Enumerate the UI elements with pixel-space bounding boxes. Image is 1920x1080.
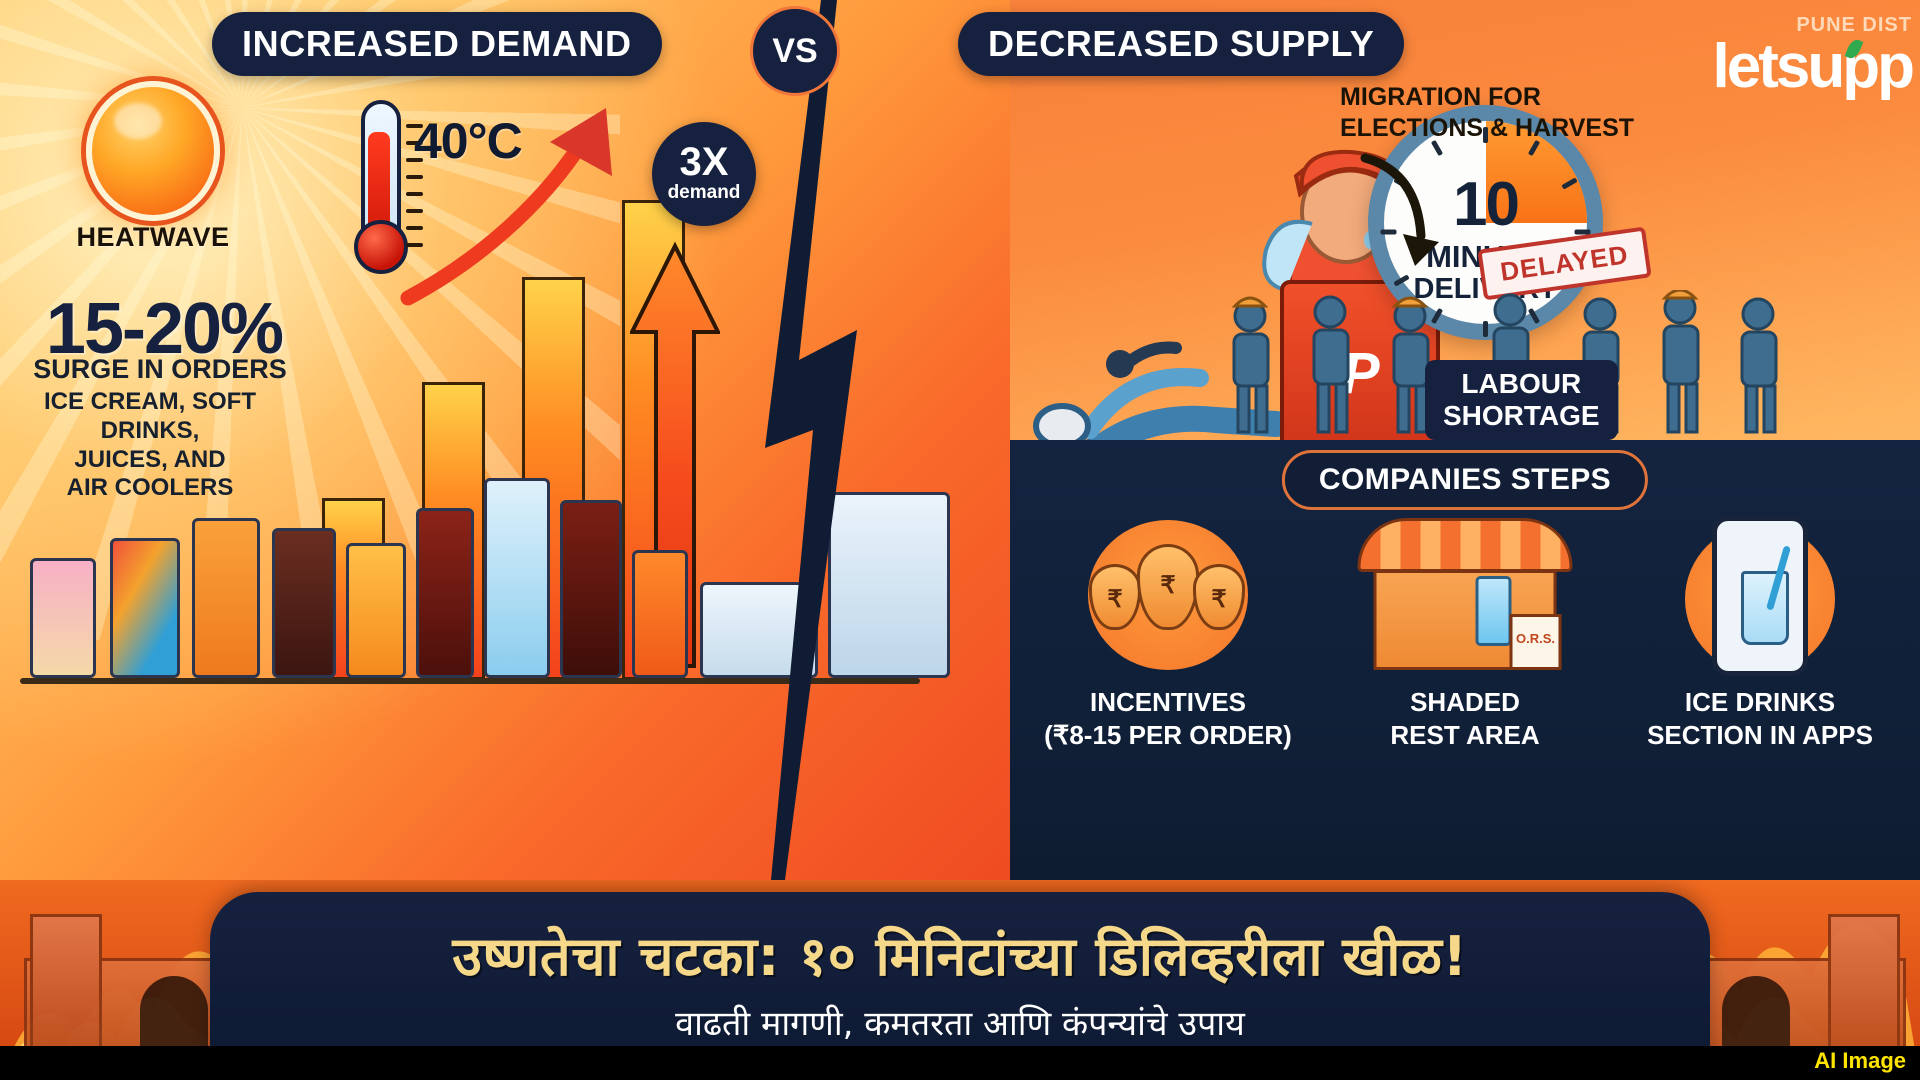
step-icedrinks-line2: SECTION IN APPS <box>1647 719 1873 750</box>
worker <box>1392 299 1430 434</box>
ors-packet-icon: O.R.S. <box>1509 614 1562 670</box>
header-badge-vs: VS <box>750 6 840 96</box>
bottom-black-bar: AI Image <box>0 1046 1920 1080</box>
banner-subline: वाढती मागणी, कमतरता आणि कंपन्यांचे उपाय <box>675 1004 1245 1044</box>
marathi-headline-banner: उष्णतेचा चटका: १० मिनिटांच्या डिलिव्हरील… <box>210 892 1710 1070</box>
ors-label: O.R.S. <box>1515 631 1555 646</box>
thermometer-icon <box>352 100 423 280</box>
header-badge-decreased-supply: DECREASED SUPPLY <box>958 12 1405 76</box>
bottom-banner-section: उष्णतेचा चटका: १० मिनिटांच्या डिलिव्हरील… <box>0 880 1920 1080</box>
brand-tagline: PUNE DIST <box>1796 14 1912 36</box>
brand-logo[interactable]: PUNE DIST letsupp <box>1712 14 1915 102</box>
migration-label: MIGRATION FOR ELECTIONS & HARVEST <box>1340 83 1635 143</box>
money-bags-icon: ₹ ₹ ₹ <box>1053 512 1283 672</box>
step-icedrinks-line1: ICE DRINKS <box>1684 687 1836 717</box>
companies-steps-title: COMPANIES STEPS <box>1281 450 1649 510</box>
air-cooler <box>828 492 950 678</box>
lightning-divider <box>765 0 857 880</box>
step-incentives: ₹ ₹ ₹ INCENTIVES (₹8-15 PER ORDER) <box>1018 512 1318 751</box>
worker <box>1740 297 1778 434</box>
shaded-stall-icon: O.R.S. <box>1350 512 1580 672</box>
ice-cream-cone <box>30 558 96 678</box>
rainbow-shake-cup <box>110 538 180 678</box>
ice-drink-glass-icon <box>1741 571 1789 645</box>
surge-percent: 15-20% <box>45 289 284 369</box>
brand-wordmark: letsupp <box>1712 32 1915 101</box>
water-bottle <box>484 478 550 678</box>
step-incentives-line2: (₹8-15 PER ORDER) <box>1044 719 1292 750</box>
migrating-workers-group <box>1231 290 1778 434</box>
temperature-label: 40°C <box>414 113 523 169</box>
phone-drink-icon <box>1645 512 1875 676</box>
upward-trend-arrow-icon <box>400 108 612 306</box>
iced-tea-cup <box>192 518 260 678</box>
brand-name: letsupp <box>1712 31 1915 102</box>
orange-juice-glass <box>346 543 406 678</box>
shelf-line <box>20 678 920 684</box>
coca-cola-bottle <box>416 508 474 678</box>
water-dispenser-icon <box>1475 576 1512 646</box>
heatwave-label: HEATWAVE <box>76 222 230 252</box>
header-badge-increased-demand: INCREASED DEMAND <box>212 12 662 76</box>
worker <box>1312 295 1350 434</box>
banner-headline: उष्णतेचा चटका: १० मिनिटांच्या डिलिव्हरील… <box>452 925 1468 988</box>
orange-soda-glass <box>632 550 688 678</box>
curved-down-arrow-icon <box>1360 153 1439 266</box>
ai-image-tag: AI Image <box>1814 1048 1906 1073</box>
surge-in-orders-label: SURGE IN ORDERS <box>33 354 287 384</box>
labour-shortage-badge: LABOUR SHORTAGE <box>1425 360 1618 441</box>
surge-items-list: ICE CREAM, SOFT DRINKS, JUICES, AND AIR CO… <box>43 388 256 502</box>
step-shaded-rest-area: O.R.S. SHADED REST AREA <box>1315 512 1615 751</box>
multiplier-caption: demand <box>667 181 741 203</box>
step-shaded-line1: SHADED <box>1410 687 1520 717</box>
step-ice-drinks-app: ICE DRINKS SECTION IN APPS <box>1610 512 1910 751</box>
pepsi-bottle <box>560 500 622 678</box>
sun-icon <box>58 55 248 245</box>
multiplier-value: 3X <box>679 140 729 185</box>
step-shaded-line2: REST AREA <box>1390 719 1540 750</box>
worker <box>1662 291 1700 434</box>
companies-steps-section: COMPANIES STEPS ₹ ₹ ₹ INCENTIVES (₹8-15 … <box>1010 440 1920 880</box>
clock-number: 10 <box>1453 170 1520 239</box>
cola-glass <box>272 528 336 678</box>
step-incentives-line1: INCENTIVES <box>1089 687 1247 717</box>
product-shelf <box>0 470 960 700</box>
demand-multiplier-badge: 3X demand <box>652 122 756 226</box>
worker <box>1232 299 1270 434</box>
